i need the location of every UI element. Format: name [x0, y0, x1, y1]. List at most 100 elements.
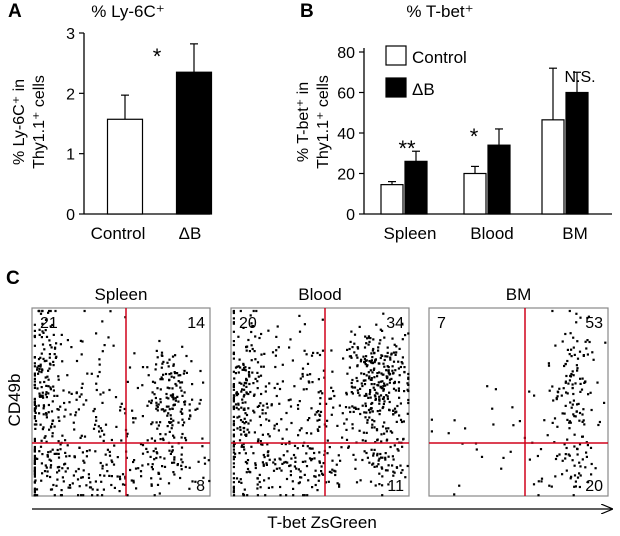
- event-dot: [352, 410, 355, 413]
- event-dot: [234, 452, 237, 455]
- event-dot: [554, 457, 558, 461]
- event-dot: [168, 408, 171, 411]
- panel-b-significance: *: [470, 124, 479, 149]
- event-dot: [572, 413, 575, 416]
- event-dot: [579, 465, 582, 468]
- event-dot: [317, 479, 320, 482]
- event-dot: [261, 408, 264, 412]
- event-dot: [170, 372, 173, 375]
- event-dot: [566, 348, 569, 351]
- event-dot: [331, 468, 334, 471]
- event-dot: [305, 452, 308, 455]
- event-dot: [390, 352, 393, 355]
- event-dot: [249, 419, 252, 422]
- event-dot: [42, 331, 45, 334]
- event-dot: [126, 380, 129, 383]
- event-dot: [556, 425, 559, 428]
- event-dot: [238, 452, 241, 455]
- quadrant-ul-value: 21: [40, 315, 58, 332]
- event-dot: [370, 359, 373, 362]
- event-dot: [379, 409, 382, 412]
- event-dot: [572, 374, 575, 377]
- event-dot: [179, 410, 182, 413]
- event-dot: [161, 378, 164, 381]
- event-dot: [378, 457, 381, 460]
- event-dot: [355, 481, 359, 484]
- event-dot: [399, 464, 402, 467]
- event-dot: [587, 393, 590, 396]
- event-dot: [33, 401, 36, 404]
- event-dot: [303, 494, 306, 497]
- event-dot: [161, 465, 164, 468]
- event-dot: [382, 396, 385, 399]
- event-dot: [151, 380, 155, 383]
- event-dot: [41, 309, 44, 313]
- event-dot: [180, 408, 183, 411]
- event-dot: [382, 389, 385, 392]
- event-dot: [402, 420, 405, 423]
- quadrant-lr-value: 11: [387, 478, 404, 495]
- event-dot: [155, 404, 158, 407]
- event-dot: [399, 418, 403, 421]
- event-dot: [232, 357, 235, 360]
- event-dot: [533, 394, 536, 397]
- event-dot: [78, 446, 81, 449]
- event-dot: [256, 440, 260, 443]
- event-dot: [34, 457, 37, 460]
- event-dot: [141, 415, 144, 418]
- event-dot: [374, 397, 377, 401]
- flow-plot-title: BM: [506, 285, 532, 304]
- event-dot: [44, 393, 47, 396]
- event-dot: [243, 366, 246, 369]
- event-dot: [33, 380, 36, 383]
- event-dot: [336, 424, 339, 427]
- event-dot: [537, 480, 540, 483]
- event-dot: [577, 402, 580, 405]
- event-dot: [308, 457, 312, 460]
- event-dot: [114, 396, 118, 399]
- event-dot: [119, 478, 122, 481]
- event-dot: [376, 372, 379, 375]
- event-dot: [159, 378, 162, 381]
- event-dot: [296, 404, 300, 407]
- event-dot: [233, 455, 236, 458]
- event-dot: [389, 356, 392, 359]
- event-dot: [245, 392, 248, 395]
- event-dot: [244, 401, 247, 404]
- event-dot: [81, 476, 84, 479]
- event-dot: [347, 445, 350, 448]
- event-dot: [406, 382, 409, 385]
- event-dot: [108, 454, 112, 457]
- event-dot: [101, 467, 104, 470]
- event-dot: [314, 469, 317, 472]
- event-dot: [121, 483, 125, 486]
- event-dot: [572, 399, 575, 402]
- event-dot: [386, 383, 389, 386]
- event-dot: [574, 485, 577, 488]
- event-dot: [561, 473, 564, 476]
- event-dot: [89, 486, 93, 489]
- event-dot: [353, 386, 357, 389]
- event-dot: [153, 458, 156, 461]
- event-dot: [63, 401, 66, 405]
- event-dot: [41, 428, 44, 431]
- event-dot: [301, 375, 304, 378]
- event-dot: [52, 333, 55, 336]
- event-dot: [556, 395, 559, 398]
- event-dot: [267, 329, 270, 332]
- event-dot: [278, 387, 282, 391]
- event-dot: [363, 450, 366, 453]
- event-dot: [364, 439, 367, 442]
- event-dot: [351, 378, 354, 382]
- panel-b-ytick-label: 40: [337, 126, 355, 143]
- event-dot: [564, 332, 567, 336]
- event-dot: [52, 483, 55, 487]
- event-dot: [396, 448, 399, 451]
- event-dot: [369, 480, 373, 483]
- event-dot: [108, 474, 111, 477]
- event-dot: [56, 448, 59, 452]
- event-dot: [104, 423, 108, 426]
- event-dot: [368, 375, 371, 378]
- event-dot: [105, 463, 108, 466]
